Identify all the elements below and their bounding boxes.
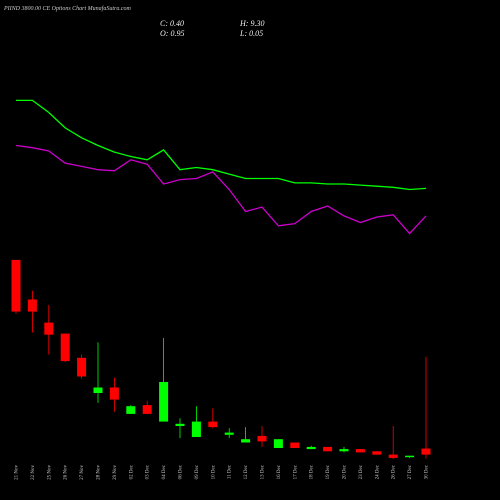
candle-body [405, 455, 415, 458]
x-tick-label: 02 Dec [129, 464, 134, 479]
x-tick-label: 26 Nov [64, 465, 69, 480]
candle-body [241, 439, 251, 443]
candle-body [290, 442, 300, 448]
x-tick-label: 30 Dec [425, 464, 430, 479]
x-tick-label: 25 Nov [47, 465, 52, 480]
header-low: L: 0.05 [239, 29, 263, 38]
candle-body [60, 333, 70, 362]
candle-body [355, 449, 365, 453]
x-tick-label: 23 Dec [359, 464, 364, 479]
x-tick-label: 18 Dec [310, 464, 315, 479]
header-open: O: 0.95 [160, 29, 184, 38]
x-tick-label: 03 Dec [146, 464, 151, 479]
candle-body [224, 432, 234, 435]
indicator-line [15, 144, 427, 235]
x-tick-label: 06 Dec [179, 464, 184, 479]
candle-body [93, 387, 103, 393]
candle-body [175, 423, 185, 426]
candle-body [142, 405, 152, 414]
candle-body [159, 382, 169, 422]
candle-body [323, 446, 333, 452]
x-tick-label: 21 Nov [15, 465, 20, 480]
x-tick-label: 27 Dec [408, 464, 413, 479]
x-tick-label: 19 Dec [326, 464, 331, 479]
x-tick-label: 17 Dec [293, 464, 298, 479]
x-tick-label: 28 Nov [97, 465, 102, 480]
x-tick-label: 22 Nov [31, 465, 36, 480]
header-high: H: 9.30 [239, 19, 264, 28]
candle-body [126, 406, 136, 414]
candle-body [339, 449, 349, 452]
candle-body [208, 421, 218, 428]
x-tick-label: 11 Dec [228, 464, 233, 479]
indicator-line [16, 99, 427, 191]
candle-body [388, 454, 398, 458]
header-close: C: 0.40 [160, 19, 184, 28]
candle-body [109, 387, 119, 400]
candle-body [77, 357, 87, 377]
candle-body [421, 448, 431, 455]
candle-body [273, 439, 283, 448]
x-tick-label: 27 Nov [80, 465, 85, 480]
x-tick-label: 24 Dec [375, 464, 380, 479]
candle-body [44, 322, 54, 335]
candle-body [11, 259, 21, 312]
candle-body [372, 451, 382, 455]
candle-body [257, 435, 267, 442]
candle-body [191, 421, 201, 437]
x-tick-label: 16 Dec [277, 464, 282, 479]
x-tick-label: 20 Dec [343, 464, 348, 479]
x-tick-label: 13 Dec [261, 464, 266, 479]
x-tick-label: 04 Dec [162, 464, 167, 479]
x-tick-label: 26 Dec [392, 464, 397, 479]
x-tick-label: 09 Dec [195, 464, 200, 479]
candle-body [306, 446, 316, 450]
chart-title: PIIND 3800.00 CE Options Chart MunafaSut… [3, 5, 131, 12]
x-tick-label: 12 Dec [244, 464, 249, 479]
x-tick-label: 10 Dec [211, 464, 216, 479]
x-tick-label: 29 Nov [113, 465, 118, 480]
candle-body [27, 299, 37, 312]
